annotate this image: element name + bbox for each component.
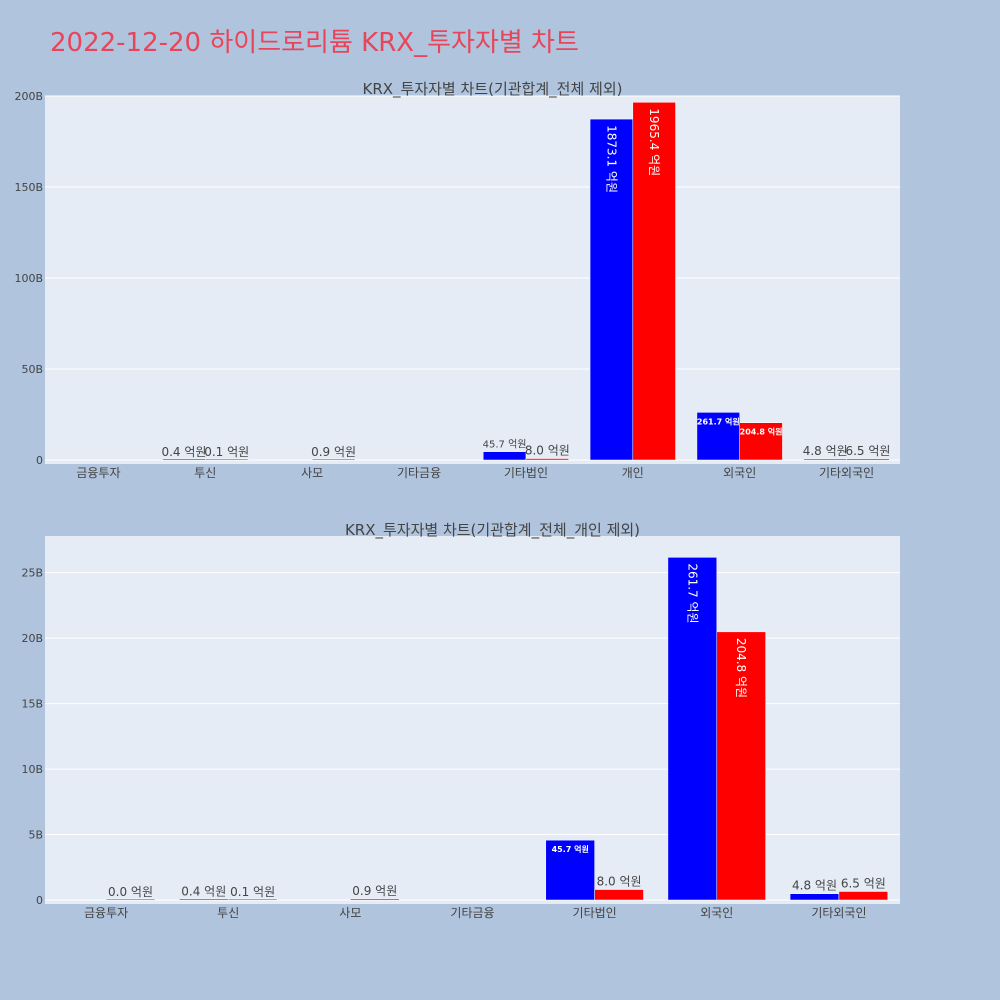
y-tick-label: 25B: [21, 567, 43, 580]
data-label: 261.7 억원: [697, 416, 740, 426]
data-label: 261.7 억원: [685, 563, 699, 623]
data-label: 6.5 억원: [841, 876, 886, 890]
y-tick-label: 50B: [21, 363, 43, 376]
data-label: 204.8 억원: [740, 427, 783, 437]
x-tick-label: 기타외국인: [811, 906, 866, 920]
data-label: 204.8 억원: [734, 638, 748, 698]
x-tick-label: 외국인: [723, 466, 756, 480]
bar: [739, 422, 783, 461]
bar: [311, 458, 356, 461]
bar: [789, 893, 840, 901]
data-label: 45.7 억원: [552, 844, 589, 854]
bar: [227, 898, 278, 901]
x-tick-label: 투신: [194, 466, 216, 480]
bar: [632, 102, 676, 461]
chart-title: KRX_투자자별 차트(기관합계_전체_개인 제외): [345, 521, 640, 540]
data-label: 0.4 억원: [181, 884, 226, 898]
y-tick-label: 100B: [14, 272, 43, 285]
data-label: 45.7 억원: [483, 439, 527, 451]
x-tick-label: 기타법인: [573, 906, 617, 920]
bar: [716, 631, 766, 901]
y-tick-label: 20B: [21, 632, 43, 645]
data-label: 0.9 억원: [311, 445, 356, 459]
data-label: 0.4 억원: [161, 445, 206, 459]
x-tick-label: 사모: [301, 466, 323, 480]
x-tick-label: 개인: [622, 466, 644, 480]
y-tick-label: 0: [36, 454, 43, 467]
data-label: 0.1 억원: [204, 445, 249, 459]
y-tick-label: 10B: [21, 763, 43, 776]
bar: [696, 412, 740, 461]
plot-area: [45, 536, 900, 904]
data-label: 1965.4 억원: [647, 108, 661, 176]
bar: [594, 889, 644, 901]
data-label: 0.1 억원: [230, 885, 275, 899]
x-tick-label: 기타외국인: [819, 466, 874, 480]
x-tick-label: 금융투자: [84, 906, 128, 920]
x-tick-label: 사모: [339, 906, 361, 920]
bar: [482, 451, 527, 461]
y-tick-label: 150B: [14, 181, 43, 194]
data-label: 4.8 억원: [803, 444, 848, 458]
chart-0: 0 50B 100B 150B 200B KRX_투자자별 차트(기관합계_전체 제외) 금…: [14, 80, 900, 480]
bar: [525, 458, 569, 461]
data-label: 8.0 억원: [525, 444, 570, 458]
bar: [846, 458, 890, 461]
bar: [838, 891, 889, 901]
bar: [667, 557, 718, 901]
y-tick-label: 15B: [21, 698, 43, 711]
y-tick-label: 0: [36, 894, 43, 907]
chart-1: 0 5B 10B 15B 20B 25B KRX_투자자별 차트(기관합계_전체_개인 제외…: [21, 521, 900, 920]
bar: [105, 898, 156, 901]
y-tick-label: 5B: [28, 829, 43, 842]
y-tick-label: 200B: [14, 90, 43, 103]
data-label: 4.8 억원: [792, 879, 837, 893]
bar: [179, 898, 229, 901]
x-tick-label: 기타법인: [504, 466, 548, 480]
x-tick-label: 금융투자: [76, 466, 120, 480]
x-tick-label: 투신: [217, 906, 239, 920]
plot-area: [45, 96, 900, 464]
bar: [350, 898, 400, 901]
x-tick-label: 기타금융: [397, 466, 441, 480]
chart-top: 0 50B 100B 150B 200B KRX_투자자별 차트(기관합계_전체 제외) 금…: [14, 80, 900, 480]
x-tick-label: 기타금융: [450, 906, 494, 920]
bar: [205, 458, 249, 461]
data-label: 8.0 억원: [597, 875, 642, 889]
data-label: 0.9 억원: [352, 884, 397, 898]
data-label: 6.5 억원: [845, 444, 890, 458]
data-label: 1873.1 억원: [604, 125, 618, 193]
bar: [545, 839, 595, 901]
page-title: 2022-12-20 하이드로리튬 KRX_투자자별 차트: [50, 28, 579, 58]
bar: [589, 118, 634, 461]
x-tick-label: 외국인: [700, 906, 733, 920]
chart-title: KRX_투자자별 차트(기관합계_전체 제외): [363, 80, 623, 99]
data-label: 0.0 억원: [108, 885, 153, 899]
